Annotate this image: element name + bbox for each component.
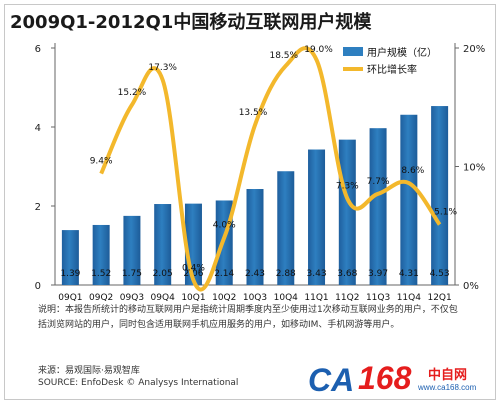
line-value-label: 9.4%: [90, 157, 113, 167]
line-value-label: 13.5%: [239, 108, 268, 118]
line-value-label: 7.3%: [336, 181, 359, 191]
logo-chinese: 中自网: [428, 368, 468, 383]
y-tick-label-left: 6: [35, 44, 41, 55]
bar-09Q1: [61, 230, 79, 285]
line-value-label: 15.2%: [118, 88, 147, 98]
y-tick-label-left: 2: [35, 202, 41, 213]
bar-value-label: 1.75: [122, 269, 142, 279]
y-tick-label-left: 0: [35, 281, 41, 292]
y-tick-label-left: 4: [35, 123, 41, 134]
x-tick-label: 09Q4: [151, 293, 176, 303]
bar-10Q4: [277, 171, 295, 285]
source-cn: 来源：易观国际·易观智库: [38, 366, 140, 376]
bar-value-label: 2.88: [276, 269, 296, 279]
source-en: SOURCE: EnfoDesk © Analysys Internationa…: [38, 378, 239, 388]
line-value-label: 5.1%: [434, 208, 457, 218]
line-value-label: 17.3%: [148, 63, 177, 73]
bar-value-label: 1.39: [60, 269, 80, 279]
x-tick-label: 10Q4: [274, 293, 299, 303]
logo-ca: CA: [308, 362, 355, 398]
x-tick-label: 10Q2: [212, 293, 236, 303]
bar-value-label: 3.43: [307, 269, 327, 279]
legend-label-line: 环比增长率: [367, 63, 417, 76]
bar-11Q4: [400, 114, 418, 285]
line-value-label: 7.7%: [367, 177, 390, 187]
x-tick-label: 11Q4: [397, 293, 422, 303]
bar-value-label: 3.97: [368, 269, 388, 279]
bar-10Q3: [246, 189, 264, 285]
x-tick-label: 09Q1: [58, 293, 82, 303]
line-value-label: 4.0%: [213, 221, 236, 231]
line-value-label: 8.6%: [401, 166, 424, 176]
y-tick-label-right: 0%: [463, 281, 479, 292]
chart-title: 2009Q1-2012Q1中国移动互联网用户规模: [10, 12, 372, 33]
bar-12Q1: [431, 106, 449, 285]
bar-09Q2: [92, 224, 110, 285]
line-value-label: 18.5%: [269, 51, 298, 61]
logo-number: 168: [358, 360, 412, 396]
x-tick-label: 09Q2: [89, 293, 113, 303]
bar-11Q3: [369, 128, 387, 285]
logo-domain: www.ca168.com: [418, 383, 477, 392]
x-tick-label: 09Q3: [120, 293, 144, 303]
line-value-label: 0.4%: [182, 263, 205, 273]
legend-label-bar: 用户规模（亿）: [367, 46, 437, 59]
x-tick-label: 11Q2: [335, 293, 359, 303]
bar-11Q2: [338, 139, 356, 285]
site-logo: CA 168 中自网 www.ca168.com: [308, 358, 488, 398]
y-tick-label-right: 10%: [463, 163, 485, 174]
bar-value-label: 3.68: [337, 269, 357, 279]
bar-value-label: 2.43: [245, 269, 265, 279]
legend-swatch-bar: [343, 47, 363, 56]
x-tick-label: 11Q1: [304, 293, 328, 303]
chart-note: 说明：本报告所统计的移动互联网用户是指统计周期季度内至少使用过1次移动互联网业务…: [38, 305, 458, 330]
bar-value-label: 1.52: [91, 269, 111, 279]
x-tick-label: 10Q1: [181, 293, 205, 303]
x-tick-label: 11Q3: [366, 293, 390, 303]
bar-09Q4: [154, 204, 172, 285]
x-tick-label: 10Q3: [243, 293, 267, 303]
bar-11Q1: [308, 149, 326, 285]
y-tick-label-right: 20%: [463, 44, 485, 55]
bar-09Q3: [123, 215, 141, 285]
bar-value-label: 2.14: [214, 269, 234, 279]
growth-rate-line: [99, 46, 442, 292]
bar-value-label: 2.05: [153, 269, 173, 279]
x-tick-label: 12Q1: [427, 293, 451, 303]
line-value-label: 19.0%: [304, 45, 333, 55]
bar-value-label: 4.53: [430, 269, 450, 279]
bar-value-label: 2.06: [183, 269, 203, 279]
bar-value-label: 4.31: [399, 269, 419, 279]
